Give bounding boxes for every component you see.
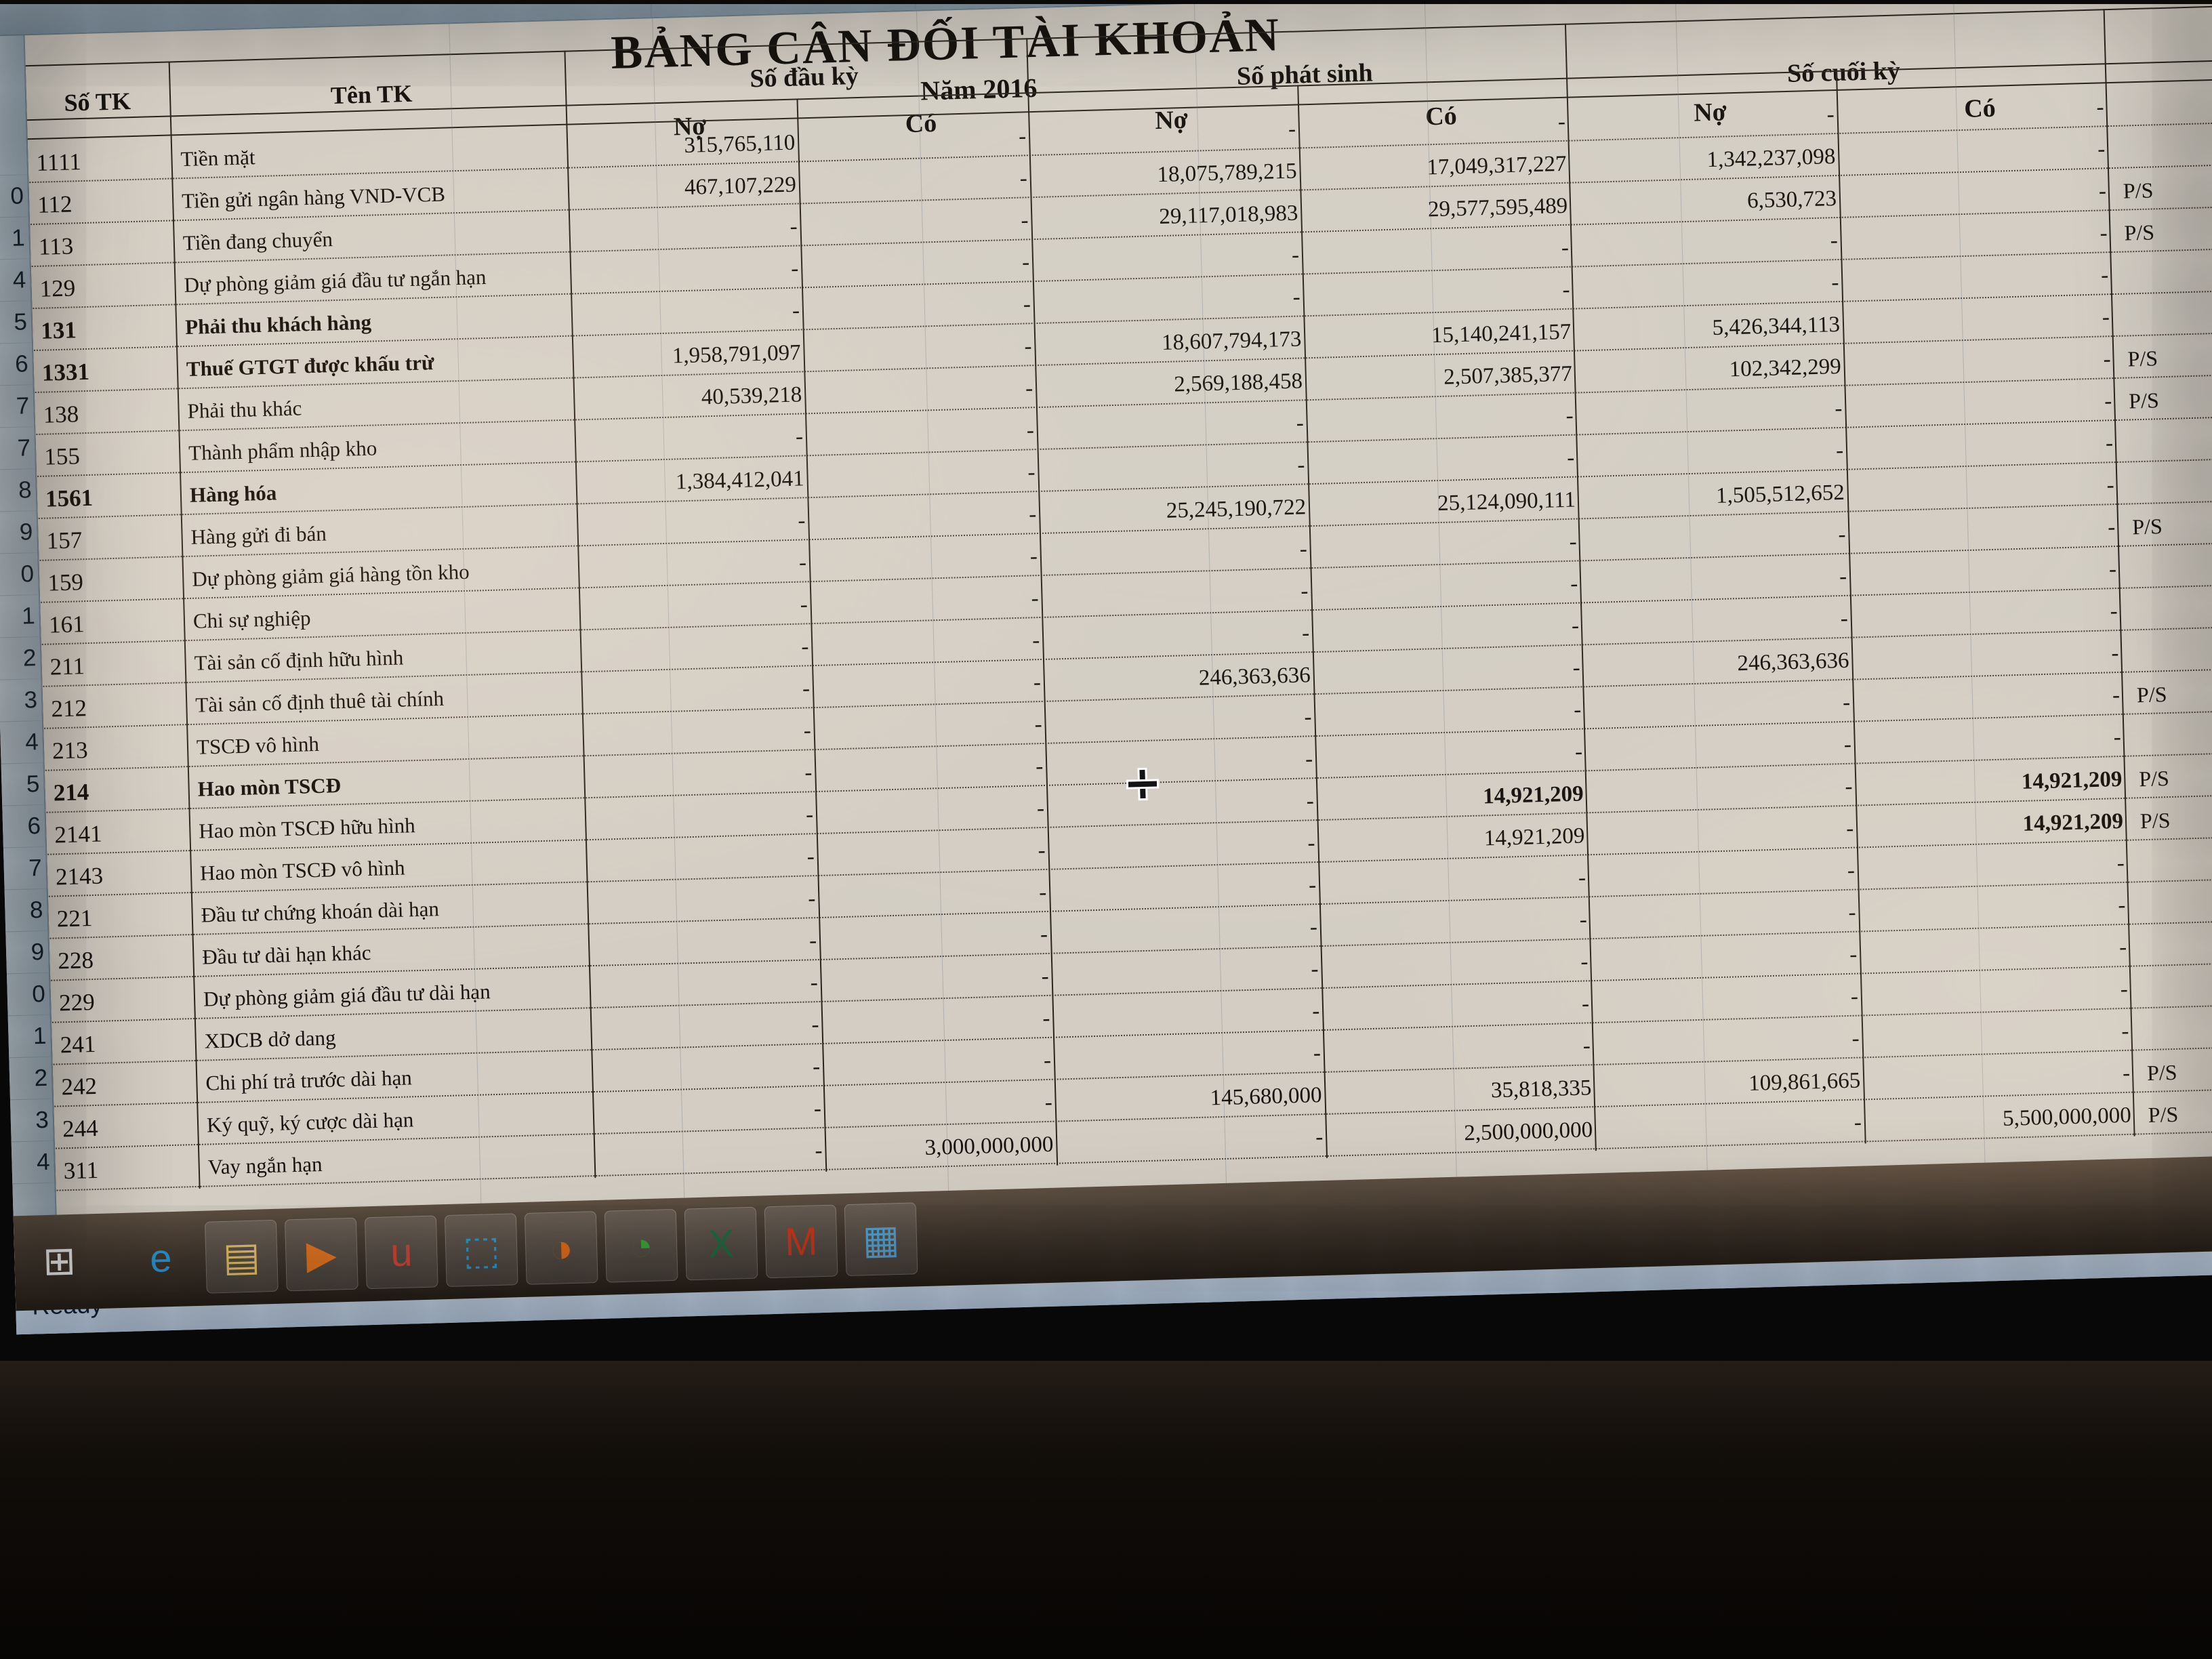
row-header-cell[interactable]: 8 xyxy=(4,888,48,933)
cell-account-number[interactable]: 242 xyxy=(60,1072,98,1101)
row-header-cell[interactable]: 5 xyxy=(0,301,32,344)
row-header-cell[interactable]: 0 xyxy=(0,553,39,596)
row-header-cell[interactable]: 3 xyxy=(10,1099,54,1143)
cell-ps-flag[interactable]: P/S xyxy=(2148,1101,2179,1128)
cell-account-number[interactable]: 112 xyxy=(37,190,73,218)
header-ten-tk[interactable]: Tên TK xyxy=(330,79,413,110)
screen-bezel-top xyxy=(0,0,2212,4)
row-header-cell[interactable]: 3 xyxy=(0,678,42,722)
row-header-cell[interactable]: 4 xyxy=(0,259,31,302)
row-header-cell[interactable]: 0 xyxy=(0,175,28,218)
cell-account-number[interactable]: 157 xyxy=(46,527,83,554)
cell-ps-flag[interactable]: P/S xyxy=(2136,682,2167,708)
antivirus-icon[interactable]: ◔ xyxy=(604,1208,678,1283)
row-header-cell[interactable]: 9 xyxy=(0,511,38,554)
cell-account-number[interactable]: 213 xyxy=(52,737,89,764)
cell-account-number[interactable]: 138 xyxy=(43,401,79,428)
windows-explorer-icon[interactable]: ▤ xyxy=(204,1219,279,1294)
row-header-cell[interactable]: 5 xyxy=(1,762,45,806)
cell-ps-flag[interactable]: P/S xyxy=(2131,514,2163,539)
cell-account-number[interactable]: 2141 xyxy=(54,820,102,848)
misa-icon[interactable]: M xyxy=(764,1204,838,1279)
cell-account-number[interactable]: 159 xyxy=(47,569,84,596)
calculator-icon[interactable]: ▦ xyxy=(844,1202,918,1277)
windows-start-icon[interactable]: ⊞ xyxy=(42,1238,77,1284)
row-header-cell[interactable]: 9 xyxy=(5,930,49,975)
cell-account-number[interactable]: 211 xyxy=(49,653,85,680)
cell-account-number[interactable]: 1331 xyxy=(41,358,90,386)
cell-account-number[interactable]: 241 xyxy=(60,1030,96,1059)
teamviewer-icon[interactable]: ⬚ xyxy=(444,1213,518,1288)
cell-account-number[interactable]: 212 xyxy=(50,695,87,722)
row-header-cell[interactable]: 6 xyxy=(0,343,33,386)
row-header-cell[interactable]: 1 xyxy=(7,1015,52,1059)
row-header-cell[interactable]: 4 xyxy=(0,720,43,764)
row-header-cell[interactable]: 1 xyxy=(0,594,40,638)
row-header-cell[interactable]: 0 xyxy=(6,972,50,1017)
cell-account-number[interactable]: 1111 xyxy=(36,148,82,176)
cell-account-number[interactable]: 311 xyxy=(63,1156,99,1185)
cell-ps-flag[interactable]: P/S xyxy=(2124,220,2155,245)
cell-account-number[interactable]: 214 xyxy=(53,779,89,806)
cell-ps-flag[interactable]: P/S xyxy=(2123,178,2154,203)
cell-account-number[interactable]: 1561 xyxy=(45,484,94,512)
cell-ps-flag[interactable]: P/S xyxy=(2138,766,2170,792)
cell-account-number[interactable]: 129 xyxy=(39,274,76,302)
cell-account-number[interactable]: 113 xyxy=(38,232,74,260)
row-header-cell[interactable]: 2 xyxy=(0,636,41,680)
cell-account-number[interactable]: 228 xyxy=(57,946,94,975)
cell-ps-flag[interactable]: P/S xyxy=(2146,1059,2178,1086)
cell-account-number[interactable]: 244 xyxy=(62,1114,99,1143)
excel-icon[interactable]: X xyxy=(684,1206,758,1281)
row-header-cell[interactable]: 7 xyxy=(3,846,47,890)
screen-bezel-bottom xyxy=(0,1361,2212,1659)
cell-account-number[interactable]: 155 xyxy=(43,443,81,470)
cell-account-number[interactable]: 131 xyxy=(40,316,77,344)
worksheet-grid[interactable]: BẢNG CÂN ĐỐI TÀI KHOẢN Năm 2016 Số TK Tên T… xyxy=(23,0,2212,1232)
cell-account-number[interactable]: 221 xyxy=(56,905,93,933)
cell-account-number[interactable]: 2143 xyxy=(55,862,104,890)
cell-account-number[interactable]: 161 xyxy=(48,611,85,638)
firefox-icon[interactable]: ◑ xyxy=(524,1211,598,1285)
mouse-cursor-crosshair xyxy=(1128,769,1157,798)
row-header-cell[interactable]: 7 xyxy=(0,427,35,470)
row-header-cell[interactable]: 7 xyxy=(0,385,35,428)
row-header-cell[interactable] xyxy=(0,133,28,176)
cell-ps-flag[interactable]: P/S xyxy=(2139,808,2171,834)
media-player-icon[interactable]: ▶ xyxy=(284,1217,359,1292)
row-header-cell[interactable]: 2 xyxy=(9,1057,52,1101)
row-header-cell[interactable]: 4 xyxy=(11,1141,55,1185)
internet-explorer-icon[interactable]: e xyxy=(149,1235,173,1281)
cell-account-number[interactable]: 229 xyxy=(58,988,96,1017)
unikey-icon[interactable]: u xyxy=(364,1215,438,1290)
cell-ps-flag[interactable]: P/S xyxy=(2128,388,2160,413)
row-header-cell[interactable]: 8 xyxy=(0,469,37,512)
row-header-cell[interactable]: 6 xyxy=(2,804,45,848)
cell-ps-flag[interactable]: P/S xyxy=(2127,346,2158,371)
row-header-cell[interactable]: 1 xyxy=(0,217,30,260)
